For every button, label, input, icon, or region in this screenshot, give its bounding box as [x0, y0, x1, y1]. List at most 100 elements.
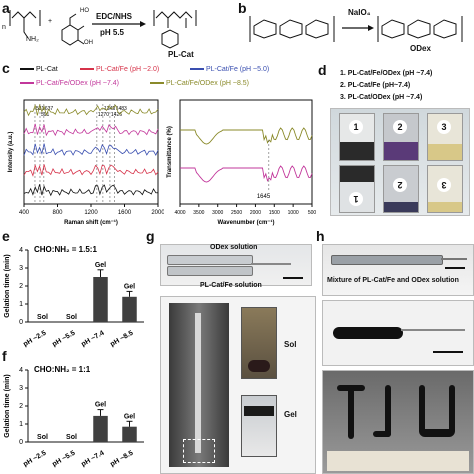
panel-g-setup-photo — [160, 296, 316, 474]
panel-a-condition: pH 5.5 — [100, 28, 125, 37]
panel-g-plcat-label: PL-Cat/Fe solution — [200, 282, 262, 289]
y-tick-label: 1 — [19, 301, 23, 308]
panel-label-c: c — [2, 60, 10, 76]
x-tick-label: 400 — [19, 210, 30, 216]
chart-title: CHO:NH₂ = 1:1 — [34, 365, 91, 374]
bar-label: Gel — [124, 283, 135, 290]
panel-d-photo: 1 2 3 1 2 3 — [330, 108, 470, 216]
bar — [122, 296, 137, 322]
x-axis-label: Raman shift (cm⁻¹) — [64, 219, 118, 226]
legend-item-1: PL-Cat/Fe (pH ~2.0) — [80, 66, 159, 73]
x-tick-label: pH ~5.5 — [51, 330, 76, 348]
y-axis-label: Intensity (a.u.) — [8, 132, 14, 173]
bar — [93, 415, 108, 442]
panel-label-h: h — [316, 228, 325, 244]
panel-g-gel-vial — [241, 395, 277, 457]
panel-a-reagent: EDC/NHS — [96, 12, 133, 21]
legend-item-4: PL-Cat/Fe/ODex (pH ~8.5) — [150, 80, 249, 87]
panel-a-product: PL-Cat — [168, 50, 194, 59]
panel-b-reagent: NaIO₄ — [348, 8, 371, 17]
x-tick-label: 1600 — [118, 210, 132, 216]
x-tick-label: 4000 — [174, 210, 185, 216]
raman-chart: 5315916371270134214261483400800120016002… — [8, 99, 164, 226]
x-tick-label: pH ~8.5 — [109, 330, 134, 348]
series-line — [23, 123, 159, 137]
x-tick-label: 1500 — [269, 210, 280, 216]
y-axis-label: Gelation time (min) — [4, 254, 11, 317]
panel-label-f: f — [2, 348, 7, 364]
x-tick-label: 3000 — [212, 210, 223, 216]
y-tick-label: 3 — [19, 265, 23, 272]
y-tick-label: 1 — [19, 421, 23, 428]
x-tick-label: pH ~7.4 — [80, 450, 105, 469]
chart-title: CHO:NH₂ = 1.5:1 — [34, 245, 97, 254]
ruler — [327, 451, 469, 471]
panel-a-oh: OH — [84, 40, 93, 46]
panel-g-gel-label: Gel — [284, 410, 297, 419]
panel-a-plus: + — [48, 18, 53, 25]
series-line — [180, 165, 313, 183]
scale-bar — [433, 351, 463, 353]
panel-a-n-subscript: n — [2, 24, 6, 31]
y-tick-label: 2 — [19, 403, 23, 410]
legend-item-0: PL-Cat — [20, 66, 58, 73]
series-line — [23, 143, 159, 156]
annotation-label: 1426 — [111, 112, 122, 118]
bar-label: Gel — [95, 262, 106, 269]
annotation-label: 1342 — [104, 106, 115, 112]
scale-bar — [445, 267, 465, 269]
bar-label: Gel — [124, 413, 135, 420]
ftir-chart: 1645 4000 3500 3000 2500 2000 1500 1000 500 Waven… — [167, 99, 316, 226]
y-tick-label: 4 — [19, 247, 23, 254]
annotation-label: 1270 — [98, 112, 109, 118]
bar-label: Sol — [66, 434, 77, 441]
legend-item-3: PL-Cat/Fe/ODex (pH ~7.4) — [20, 80, 119, 87]
x-tick-label: pH ~5.5 — [51, 450, 76, 469]
scale-bar — [283, 277, 303, 279]
y-tick-label: 0 — [19, 439, 23, 446]
bar-chart-e: 0 1 2 3 4 CHO:NH₂ = 1.5:1 Gelation time (min) S… — [4, 245, 144, 348]
x-tick-label: pH ~2.5 — [22, 330, 47, 348]
x-tick-label: pH ~2.5 — [22, 450, 47, 469]
y-tick-label: 2 — [19, 283, 23, 290]
panel-label-g: g — [146, 228, 155, 244]
series-line — [180, 127, 313, 145]
panel-b-product: ODex — [410, 44, 431, 53]
y-tick-label: 4 — [19, 367, 23, 374]
y-axis-label: Gelation time (min) — [4, 374, 11, 437]
panel-c-legend: PL-Cat PL-Cat/Fe (pH ~2.0) PL-Cat/Fe (pH… — [20, 66, 340, 96]
panel-label-d: d — [318, 62, 327, 78]
vial-1-upright: 1 — [339, 113, 375, 161]
y-tick-label: 3 — [19, 385, 23, 392]
vial-2-inverted: 2 — [383, 165, 419, 213]
panel-d-item-2: 2. PL-Cat/Fe (pH~7.4) — [340, 82, 411, 89]
bar-chart-f: 0 1 2 3 4 CHO:NH₂ = 1:1 Gelation time (min) Sol… — [4, 365, 144, 469]
bar — [93, 277, 108, 322]
series-line — [23, 184, 159, 197]
panel-a-scheme — [9, 10, 197, 49]
x-tick-label: 2000 — [250, 210, 261, 216]
panel-h-extrusion-photo — [322, 300, 474, 366]
x-tick-label: pH ~7.4 — [80, 330, 105, 348]
vial-1-inverted: 1 — [339, 165, 375, 213]
x-tick-label: 800 — [52, 210, 63, 216]
legend-item-2: PL-Cat/Fe (pH ~5.0) — [190, 66, 269, 73]
panel-b-scheme — [249, 16, 463, 42]
panel-g-odex-label: ODex solution — [210, 244, 258, 251]
panel-g-sol-label: Sol — [284, 340, 297, 349]
bar-label: Sol — [37, 314, 48, 321]
bar-label: Sol — [66, 314, 77, 321]
x-tick-label: 3500 — [193, 210, 204, 216]
panel-g-syringe-photo — [160, 244, 312, 286]
vial-3-inverted: 3 — [427, 165, 463, 213]
plot-frame — [179, 99, 313, 205]
panel-a-ho: HO — [80, 8, 89, 14]
y-axis-label: Transmittance (%) — [167, 126, 173, 178]
annotation-label: 1645 — [257, 194, 271, 200]
bar-label: Sol — [37, 434, 48, 441]
bar — [122, 426, 137, 442]
vial-2-upright: 2 — [383, 113, 419, 161]
panel-d-item-3: 3. PL-Cat/ODex (pH ~7.4) — [340, 94, 423, 101]
x-tick-label: 500 — [308, 210, 316, 216]
panel-h-caption: Mixture of PL-Cat/Fe and ODex solution — [327, 277, 459, 284]
